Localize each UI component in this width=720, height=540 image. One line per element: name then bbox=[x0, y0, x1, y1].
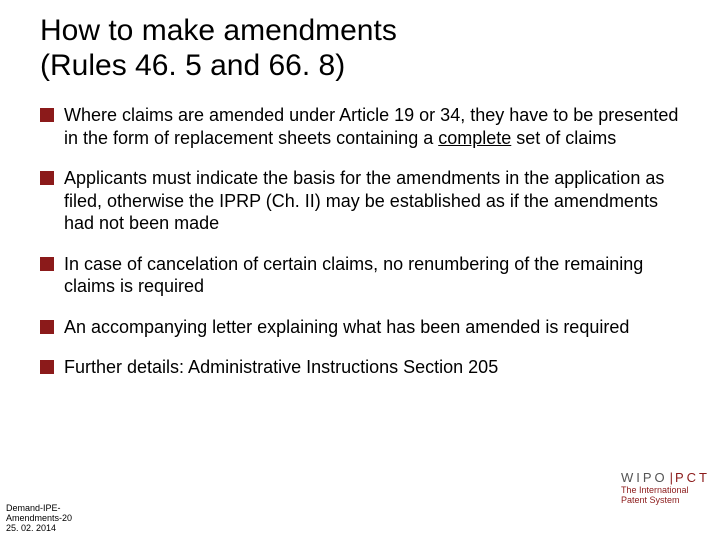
footer-ref-line: Demand-IPE- bbox=[6, 503, 61, 513]
bullet-item: In case of cancelation of certain claims… bbox=[40, 253, 680, 298]
bullet-text-post: set of claims bbox=[511, 128, 616, 148]
bullet-item: Applicants must indicate the basis for t… bbox=[40, 167, 680, 235]
bullet-text: Further details: Administrative Instruct… bbox=[64, 356, 498, 379]
title-line-1: How to make amendments bbox=[40, 14, 397, 47]
footer-ref-line: Amendments-20 bbox=[6, 513, 72, 523]
square-bullet-icon bbox=[40, 257, 54, 271]
wipo-label: WIPO bbox=[621, 470, 668, 485]
brand-line: WIPO|PCT bbox=[621, 470, 710, 485]
bullet-text: Applicants must indicate the basis for t… bbox=[64, 167, 680, 235]
square-bullet-icon bbox=[40, 108, 54, 122]
slide-title: How to make amendments (Rules 46. 5 and … bbox=[40, 14, 397, 83]
square-bullet-icon bbox=[40, 360, 54, 374]
bullet-text: In case of cancelation of certain claims… bbox=[64, 253, 680, 298]
bullet-item: Further details: Administrative Instruct… bbox=[40, 356, 680, 379]
bullet-text: Where claims are amended under Article 1… bbox=[64, 104, 680, 149]
brand-sub-line: The International bbox=[621, 485, 689, 495]
bullet-text: An accompanying letter explaining what h… bbox=[64, 316, 629, 339]
bullet-text-underlined: complete bbox=[438, 128, 511, 148]
brand-separator-icon: | bbox=[670, 470, 673, 485]
slide: How to make amendments (Rules 46. 5 and … bbox=[0, 0, 720, 540]
footer-ref-line: 25. 02. 2014 bbox=[6, 523, 56, 533]
bullet-item: Where claims are amended under Article 1… bbox=[40, 104, 680, 149]
title-line-2: (Rules 46. 5 and 66. 8) bbox=[40, 49, 345, 82]
square-bullet-icon bbox=[40, 171, 54, 185]
brand-subtitle: The International Patent System bbox=[621, 486, 710, 506]
square-bullet-icon bbox=[40, 320, 54, 334]
pct-label: PCT bbox=[675, 470, 710, 485]
brand-block: WIPO|PCT The International Patent System bbox=[621, 470, 710, 506]
bullet-list: Where claims are amended under Article 1… bbox=[40, 104, 680, 397]
bullet-item: An accompanying letter explaining what h… bbox=[40, 316, 680, 339]
brand-sub-line: Patent System bbox=[621, 495, 680, 505]
footer-reference: Demand-IPE- Amendments-20 25. 02. 2014 bbox=[6, 504, 72, 534]
